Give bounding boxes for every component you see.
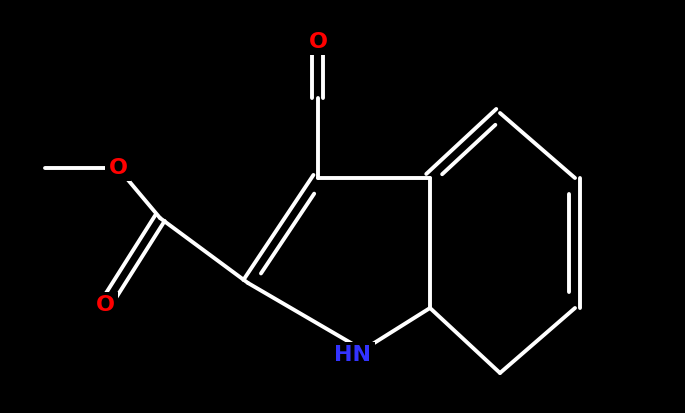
Text: O: O [308,32,327,52]
Text: O: O [95,295,114,315]
Text: O: O [108,158,127,178]
Text: HN: HN [334,345,371,365]
